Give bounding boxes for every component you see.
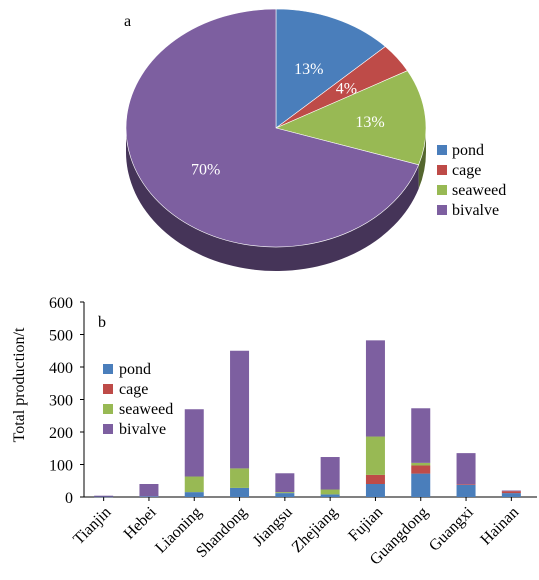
panel-label-a: a [124, 13, 131, 30]
bar-legend-swatch-bivalve [103, 424, 113, 434]
pie-label-pond: 13% [294, 61, 323, 78]
bar-segment-pond [320, 494, 340, 497]
pie-legend-swatch-pond [437, 145, 447, 155]
x-tick-label: Tianjin [70, 504, 114, 548]
bar-segment-cage [365, 474, 385, 484]
bar-segment-pond [184, 492, 204, 497]
pie-slice-bivalve [125, 8, 420, 248]
pie-label-bivalve: 70% [191, 162, 220, 179]
bar-stacks [94, 340, 521, 498]
pie-chart-panel: a 13% 4% 13% 70% pond cage seaweed bivalve [124, 8, 506, 272]
x-tick-label: Hainan [477, 504, 522, 549]
pie-legend-label-pond: pond [452, 142, 484, 159]
bar-segment-pond [501, 493, 521, 497]
x-tick-label: Fujian [345, 504, 386, 545]
y-tick-label: 100 [49, 458, 73, 475]
bar-segment-cage [411, 465, 431, 474]
y-tick-label: 600 [49, 295, 73, 312]
x-tick-label: Shandong [193, 504, 250, 561]
bar-segment-cage [456, 484, 476, 485]
pie-legend-label-bivalve: bivalve [452, 202, 499, 219]
bar-segment-bivalve [501, 490, 521, 492]
pie-legend: pond cage seaweed bivalve [437, 142, 506, 219]
y-tick-label: 300 [49, 393, 73, 410]
y-tick-label: 500 [49, 328, 73, 345]
bar-legend: pond cage seaweed bivalve [103, 361, 173, 438]
pie-label-seaweed: 13% [355, 114, 384, 131]
bar-segment-seaweed [184, 476, 204, 493]
y-tick-label: 200 [49, 425, 73, 442]
bar-segment-bivalve [230, 350, 250, 469]
x-tick-label: Guangxi [426, 503, 477, 554]
pie-slice-seaweed [275, 70, 427, 166]
pie-side-seaweed [418, 128, 427, 189]
bar-segment-seaweed [230, 468, 250, 488]
pie-side-wall [126, 128, 427, 272]
pie-legend-label-seaweed: seaweed [452, 182, 506, 199]
bar-segment-bivalve [365, 340, 385, 437]
bar-segment-pond [230, 487, 250, 497]
bar-segment-pond [411, 473, 431, 497]
y-axis-label: Total production/t [11, 327, 28, 442]
bar-legend-label-cage: cage [119, 381, 148, 398]
bar-segment-bivalve [139, 484, 159, 497]
bar-segment-seaweed [365, 436, 385, 475]
pie-legend-swatch-bivalve [437, 205, 447, 215]
bar-segment-seaweed [275, 492, 295, 494]
pie-slice-pond [275, 8, 386, 129]
bar-legend-swatch-cage [103, 384, 113, 394]
bar-segment-cage [501, 491, 521, 494]
bar-segment-seaweed [320, 489, 340, 495]
pie-legend-swatch-seaweed [437, 185, 447, 195]
bar-legend-swatch-seaweed [103, 404, 113, 414]
y-tick-label: 0 [65, 490, 73, 507]
bar-segment-pond [456, 484, 476, 497]
panel-label-b: b [98, 314, 106, 331]
pie-slice-labels: 13% 4% 13% 70% [191, 61, 385, 179]
bar-legend-swatch-pond [103, 364, 113, 374]
x-tick-label: Zhejiang [289, 504, 341, 556]
pie-label-cage: 4% [336, 80, 357, 97]
bar-chart-panel: b Total production/t 0 100 200 300 400 500 600… [11, 295, 537, 569]
bar-segment-bivalve [411, 408, 431, 463]
bar-segment-bivalve [184, 409, 204, 477]
bar-legend-label-pond: pond [119, 361, 151, 378]
bar-segment-pond [365, 484, 385, 497]
x-tick-label: Hebei [121, 503, 160, 542]
bar-segment-bivalve [275, 473, 295, 493]
bar-segment-bivalve [320, 457, 340, 490]
pie-side-bivalve [126, 128, 419, 272]
pie-top [125, 8, 427, 248]
bar-segment-pond [139, 496, 159, 497]
bar-segment-bivalve [94, 495, 114, 497]
pie-legend-swatch-cage [437, 165, 447, 175]
y-tick-labels: 0 100 200 300 400 500 600 [49, 295, 73, 507]
y-tick-label: 400 [49, 360, 73, 377]
bar-segment-seaweed [411, 462, 431, 466]
bar-legend-label-seaweed: seaweed [119, 401, 173, 418]
bar-segment-pond [275, 493, 295, 497]
pie-legend-label-cage: cage [452, 162, 481, 179]
bar-segment-bivalve [456, 453, 476, 485]
bar-legend-label-bivalve: bivalve [119, 421, 166, 438]
bar-segment-pond [94, 496, 114, 498]
